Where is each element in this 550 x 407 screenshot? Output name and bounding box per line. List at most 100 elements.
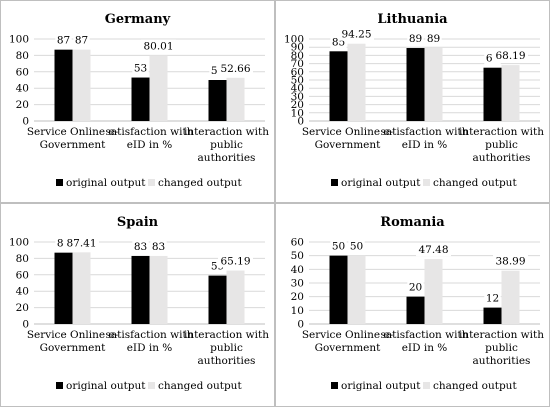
bar-changed	[501, 270, 520, 324]
x-category-label: satisfaction with	[106, 126, 194, 138]
legend-label-changed: changed output	[158, 177, 242, 189]
legend: original output changed output	[331, 380, 517, 392]
legend-swatch-original	[56, 382, 63, 389]
bar-original	[329, 255, 348, 324]
y-tick-label: 60	[291, 237, 304, 249]
data-label-background	[407, 32, 424, 46]
bar-changed	[149, 55, 168, 121]
bar-original	[131, 77, 150, 121]
y-tick-label: 0	[22, 319, 29, 331]
x-category-label: Service Online e-	[302, 329, 394, 341]
y-tick-label: 40	[291, 83, 304, 95]
bar-changed	[424, 259, 443, 324]
legend: original output changed output	[56, 380, 242, 392]
x-category-label: interaction with	[459, 329, 544, 341]
data-label: 87	[57, 35, 70, 47]
legend-swatch-original	[331, 179, 338, 186]
x-category-label: Government	[40, 342, 107, 354]
data-label-background	[493, 49, 528, 63]
data-label-background	[55, 33, 72, 47]
data-label: 53	[134, 63, 147, 75]
bar-original	[208, 80, 227, 121]
data-label: 65.19	[220, 256, 250, 268]
y-tick-label: 60	[291, 66, 304, 78]
data-label-background	[141, 39, 176, 53]
y-tick-label: 40	[291, 264, 304, 276]
x-category-label: authorities	[473, 152, 531, 164]
bar-changed	[226, 270, 245, 324]
x-category-label: interaction with	[184, 126, 269, 138]
bar-changed	[501, 65, 520, 121]
legend-swatch-original	[56, 179, 63, 186]
x-category-label: Government	[315, 139, 382, 151]
data-label-background	[132, 61, 149, 75]
x-category-label: Service Online e-	[27, 329, 119, 341]
data-label-background	[73, 33, 90, 47]
y-tick-label: 20	[16, 302, 29, 314]
data-label-background	[425, 32, 442, 46]
legend-swatch-original	[331, 382, 338, 389]
x-category-label: eID in %	[127, 139, 173, 151]
y-tick-label: 90	[291, 42, 304, 54]
data-label-background	[416, 243, 451, 257]
x-category-label: Service Online e-	[27, 126, 119, 138]
data-label-background	[218, 61, 253, 75]
x-category-label: eID in %	[402, 342, 448, 354]
x-category-label: Service Online e-	[302, 126, 394, 138]
data-label-background	[150, 239, 167, 253]
data-label: 12	[486, 293, 499, 305]
data-label: 68.19	[495, 50, 525, 62]
legend: original output changed output	[331, 177, 517, 189]
data-label-background	[407, 280, 424, 294]
y-tick-label: 20	[291, 291, 304, 303]
x-category-label: public	[485, 342, 518, 354]
data-label-background	[348, 239, 365, 253]
y-tick-label: 10	[291, 107, 304, 119]
x-category-label: authorities	[198, 355, 256, 367]
chart-title: Romania	[380, 215, 445, 230]
data-label: 20	[409, 282, 422, 294]
y-tick-label: 100	[9, 34, 29, 46]
x-category-label: interaction with	[459, 126, 544, 138]
bar-original	[406, 296, 425, 324]
legend: original output changed output	[56, 177, 242, 189]
y-tick-label: 70	[291, 58, 304, 70]
data-label: 83	[134, 241, 147, 253]
x-category-label: authorities	[473, 355, 531, 367]
bar-changed	[72, 252, 91, 324]
y-tick-label: 0	[297, 116, 304, 128]
x-category-label: authorities	[198, 152, 256, 164]
y-tick-label: 40	[16, 83, 29, 95]
legend-label-original: original output	[341, 177, 421, 189]
chart-germany: Germany 0 20 40 60 80 100 87 87 Service Online e-…	[0, 0, 275, 203]
y-tick-label: 30	[291, 91, 304, 103]
chart-title: Germany	[105, 12, 171, 27]
x-category-label: public	[210, 139, 243, 151]
y-tick-label: 30	[291, 278, 304, 290]
data-label-background	[493, 254, 528, 268]
data-label-background	[330, 239, 347, 253]
x-category-label: eID in %	[127, 342, 173, 354]
data-label-background	[484, 291, 501, 305]
legend-swatch-changed	[148, 382, 155, 389]
data-label: 52.66	[220, 63, 250, 75]
legend-label-changed: changed output	[158, 380, 242, 392]
y-tick-label: 80	[291, 50, 304, 62]
legend-swatch-changed	[423, 382, 430, 389]
y-tick-label: 100	[9, 237, 29, 249]
data-label: 87.41	[66, 237, 96, 249]
x-category-label: satisfaction with	[381, 126, 469, 138]
bar-changed	[226, 77, 245, 121]
data-label: 50	[332, 241, 345, 253]
y-tick-label: 50	[291, 75, 304, 87]
data-label: 80.01	[143, 40, 173, 52]
x-category-label: public	[210, 342, 243, 354]
y-tick-label: 40	[16, 286, 29, 298]
legend-swatch-changed	[423, 179, 430, 186]
legend-label-original: original output	[341, 380, 421, 392]
x-category-label: satisfaction with	[381, 329, 469, 341]
bar-original	[483, 307, 502, 324]
